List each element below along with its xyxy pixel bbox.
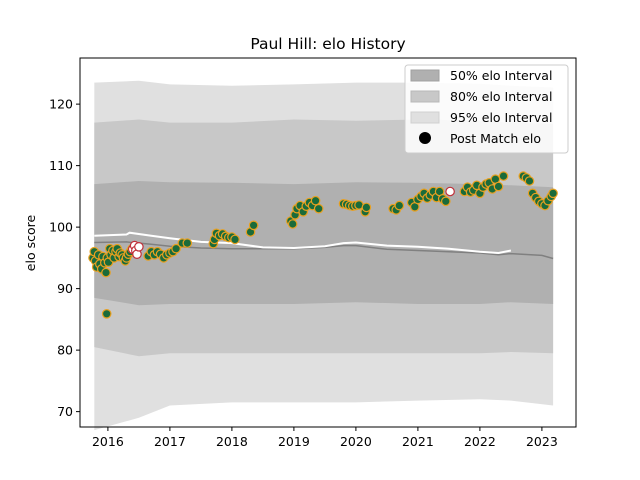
legend-swatch-80 [410, 90, 440, 103]
x-axis: 2016 2017 2018 2019 2020 2021 2022 2023 [92, 427, 558, 449]
median-line [94, 231, 512, 255]
data-point [230, 234, 240, 245]
data-point [548, 188, 558, 199]
data-point [310, 195, 321, 206]
y-tick-label: 90 [57, 281, 73, 296]
x-tick-label: 2021 [402, 434, 434, 449]
trend-lines [94, 231, 554, 260]
legend-marker-post-match [419, 132, 431, 144]
data-point [445, 186, 455, 197]
data-point [361, 202, 372, 213]
legend-label-95: 95% elo Interval [450, 110, 552, 125]
y-tick-label: 80 [57, 343, 73, 358]
x-tick-label: 2018 [216, 434, 248, 449]
y-tick-label: 110 [49, 158, 73, 173]
y-tick-label: 70 [57, 404, 73, 419]
legend-swatch-95 [410, 111, 440, 124]
x-tick-label: 2016 [92, 434, 124, 449]
x-tick-label: 2020 [340, 434, 372, 449]
x-tick-label: 2023 [526, 434, 558, 449]
x-tick-label: 2017 [154, 434, 186, 449]
data-point [182, 238, 193, 248]
band-p50 [94, 181, 554, 306]
data-point [394, 200, 405, 211]
legend: 50% elo Interval 80% elo Interval 95% el… [404, 64, 569, 154]
chart-title: Paul Hill: elo History [250, 35, 405, 53]
y-axis-label: elo score [23, 215, 38, 272]
data-point [171, 243, 181, 254]
legend-label-post-match: Post Match elo [450, 131, 541, 146]
data-point [248, 220, 259, 231]
data-point [287, 219, 298, 229]
data-point [498, 171, 509, 181]
data-point [134, 242, 144, 252]
plot-area [88, 80, 558, 431]
legend-box [404, 64, 569, 154]
data-point [101, 308, 112, 319]
plot-frame [79, 57, 577, 428]
x-tick-label: 2019 [278, 434, 310, 449]
data-point [493, 181, 504, 192]
match-points [88, 171, 558, 319]
y-tick-label: 120 [49, 97, 73, 112]
legend-label-50: 50% elo Interval [450, 68, 552, 83]
x-tick-label: 2022 [464, 434, 496, 449]
interval-bands [94, 80, 554, 431]
y-tick-label: 100 [49, 220, 73, 235]
data-point [524, 176, 535, 186]
legend-label-80: 80% elo Interval [450, 89, 552, 104]
mean-line [94, 241, 554, 260]
y-axis: 70 80 90 100 110 120 [49, 97, 80, 419]
data-point [101, 267, 111, 278]
data-point [313, 203, 324, 214]
legend-swatch-50 [410, 69, 440, 82]
data-point [440, 196, 451, 207]
